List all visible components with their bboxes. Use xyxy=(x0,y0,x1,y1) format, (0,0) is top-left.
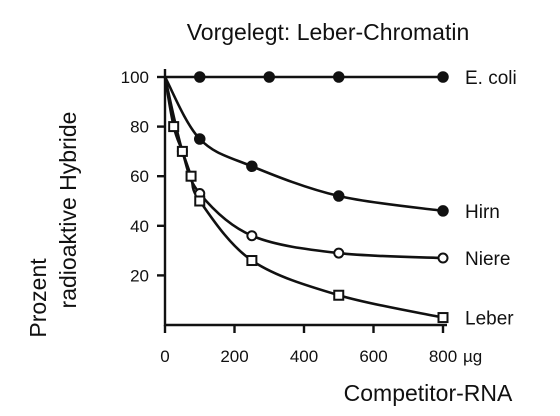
data-point-hirn xyxy=(194,133,206,145)
axes xyxy=(163,69,447,327)
series-curves xyxy=(163,75,445,319)
data-point-leber xyxy=(437,312,449,324)
data-point-hirn xyxy=(246,160,258,173)
data-point-niere xyxy=(333,247,345,259)
x-tick-label: 600 xyxy=(359,347,387,366)
data-point-hirn xyxy=(333,190,345,202)
x-tick-label: 200 xyxy=(220,347,248,366)
data-point-leber xyxy=(194,195,206,207)
series-label-niere: Niere xyxy=(465,249,510,270)
data-point-leber xyxy=(176,145,188,157)
y-tick-label: 20 xyxy=(130,266,149,285)
y-axis-title-line-2: radioaktive Hybride xyxy=(55,112,81,309)
x-axis-title: Competitor-RNA xyxy=(344,380,513,406)
y-axis-title-line-1: Prozent xyxy=(25,258,51,338)
axis-lines xyxy=(163,69,447,327)
data-point-niere xyxy=(437,252,449,264)
x-tick-label: 400 xyxy=(290,347,318,366)
series-markers xyxy=(168,71,449,324)
x-axis-unit: µg xyxy=(463,347,482,366)
x-tick-label: 0 xyxy=(160,347,169,366)
series-label-hirn: Hirn xyxy=(465,202,500,223)
y-tick-label: 100 xyxy=(121,68,149,87)
data-point-leber xyxy=(185,170,197,182)
data-point-e-coli xyxy=(437,71,449,83)
series-line-niere xyxy=(163,75,445,260)
series-line-hirn xyxy=(163,75,445,213)
data-point-leber xyxy=(168,121,180,133)
data-point-leber xyxy=(333,289,345,301)
data-point-e-coli xyxy=(194,71,206,83)
x-tick-label: 800 xyxy=(429,347,457,366)
data-point-e-coli xyxy=(263,71,275,83)
y-axis-title: Prozent radioaktive Hybride xyxy=(25,112,81,338)
y-tick-label: 80 xyxy=(130,118,149,137)
series-line-leber xyxy=(163,75,445,319)
y-ticks: 20 40 60 80 100 xyxy=(121,68,165,285)
y-tick-label: 40 xyxy=(130,217,149,236)
series-label-leber: Leber xyxy=(465,309,514,330)
series-label-e-coli: E. coli xyxy=(465,68,517,89)
series-labels: E. coli Hirn Niere Leber xyxy=(465,68,517,330)
data-point-e-coli xyxy=(333,71,345,83)
x-ticks: 0 200 400 600 800 xyxy=(160,325,457,366)
y-tick-label: 60 xyxy=(130,167,149,186)
data-point-hirn xyxy=(437,205,449,217)
data-point-niere xyxy=(246,230,258,242)
data-point-leber xyxy=(246,255,258,267)
chart-title: Vorgelegt: Leber-Chromatin xyxy=(187,19,470,45)
